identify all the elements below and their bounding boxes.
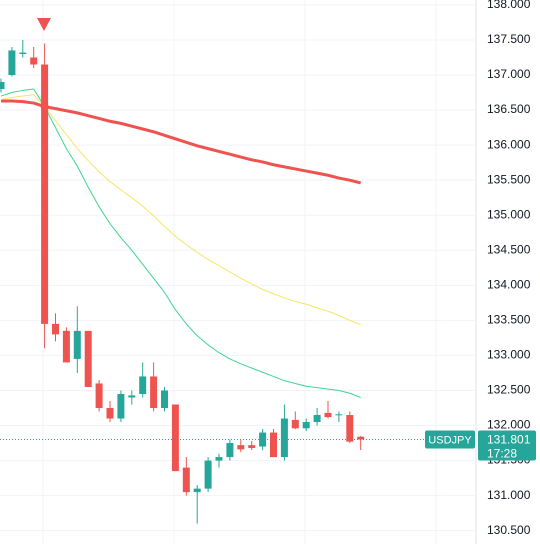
symbol-box	[425, 430, 475, 449]
price-label: 131.801	[487, 433, 531, 447]
y-tick-label: 138.000	[487, 0, 531, 11]
labels: 130.500131.000131.500132.000132.500133.0…	[425, 0, 536, 537]
candle-body	[193, 488, 201, 493]
signal-dot	[40, 102, 49, 111]
candle-body	[259, 432, 267, 447]
candle-body	[248, 445, 256, 448]
candle-body	[84, 330, 92, 387]
signal-marker	[37, 18, 51, 31]
candle-body	[171, 404, 179, 472]
y-tick-label: 136.500	[487, 102, 531, 116]
y-tick-label: 136.000	[487, 137, 531, 151]
candle-body	[324, 412, 332, 418]
candle-body	[41, 64, 49, 324]
candle-body	[62, 330, 70, 363]
candle-body	[302, 422, 310, 429]
y-tick-label: 132.500	[487, 383, 531, 397]
y-tick-label: 132.000	[487, 418, 531, 432]
candle-body	[52, 323, 59, 335]
candle-body	[280, 418, 288, 458]
moving-average	[0, 88, 361, 398]
y-tick-label: 137.000	[487, 67, 531, 81]
y-tick-label: 135.500	[487, 172, 531, 186]
symbol-label: USDJPY	[428, 434, 472, 446]
candle-body	[150, 376, 158, 408]
candle-body	[346, 415, 354, 442]
candle-body	[270, 432, 277, 458]
candle-body	[291, 419, 299, 429]
y-tick-label: 134.500	[487, 242, 531, 256]
candle-body	[357, 436, 365, 440]
y-tick-label: 131.000	[487, 488, 531, 502]
candle-body	[128, 395, 136, 398]
y-tick-label: 133.500	[487, 313, 531, 327]
moving-average	[1, 99, 362, 185]
y-tick-label: 134.000	[487, 277, 531, 291]
candle-body	[19, 52, 27, 54]
time-label: 17:28	[487, 447, 517, 461]
candle-body	[73, 330, 81, 359]
candles	[0, 39, 476, 524]
candle-body	[215, 457, 223, 461]
candle-body	[182, 467, 190, 493]
candle-body	[30, 57, 38, 65]
candle-body	[335, 414, 343, 416]
grid	[0, 4, 476, 532]
candle-body	[8, 50, 16, 76]
y-tick-label: 130.500	[487, 523, 531, 537]
candle-body	[237, 445, 245, 450]
candle-body	[204, 460, 212, 489]
lines	[0, 88, 362, 398]
y-tick-label: 133.000	[487, 348, 531, 362]
candle-body	[313, 415, 321, 423]
y-tick-label: 135.000	[487, 207, 531, 221]
candle-body	[117, 393, 125, 419]
candle-body	[106, 408, 114, 419]
moving-average	[0, 94, 361, 326]
candle-body	[0, 82, 5, 90]
y-tick-label: 137.500	[487, 32, 531, 46]
candle-body	[139, 376, 147, 394]
candle-body	[226, 443, 234, 458]
candle-body	[161, 390, 168, 408]
candle-body	[95, 383, 103, 408]
price-box	[478, 430, 536, 461]
